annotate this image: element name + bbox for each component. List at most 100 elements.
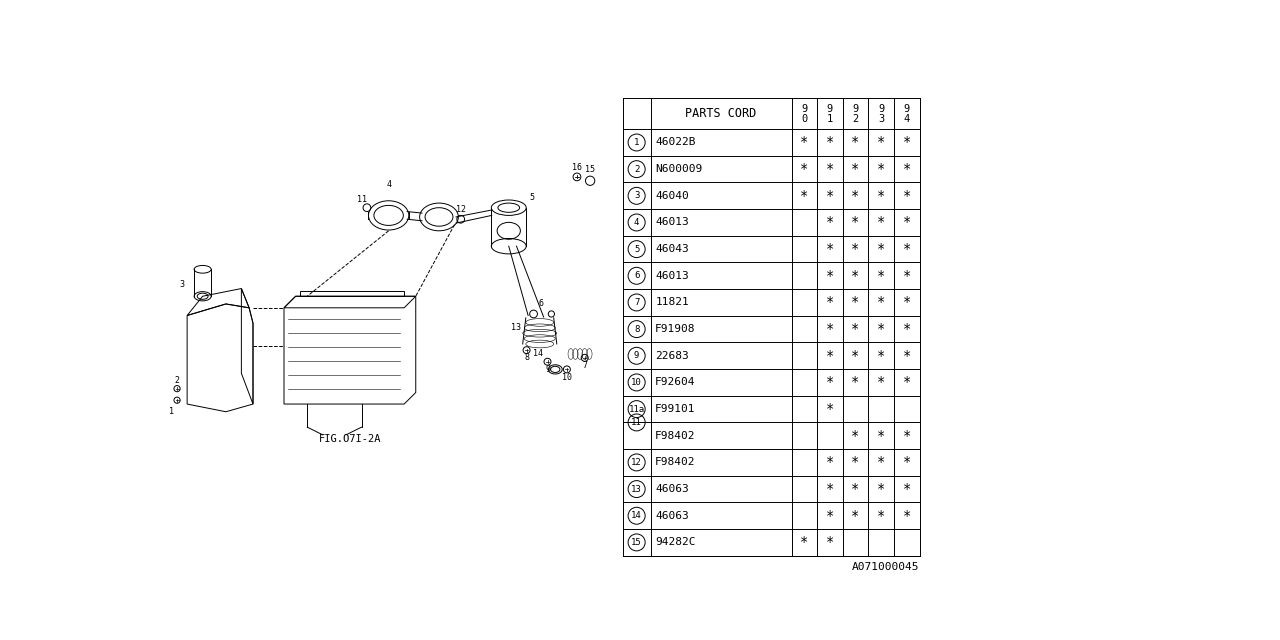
- Text: *: *: [851, 216, 860, 230]
- Text: *: *: [902, 376, 911, 390]
- Text: 4: 4: [634, 218, 639, 227]
- Text: *: *: [877, 296, 886, 310]
- Text: 6: 6: [539, 300, 544, 308]
- Text: *: *: [826, 269, 835, 283]
- Text: *: *: [800, 136, 809, 150]
- Text: 9
0: 9 0: [801, 104, 808, 124]
- Text: *: *: [826, 189, 835, 203]
- Text: *: *: [851, 376, 860, 390]
- Text: *: *: [877, 509, 886, 523]
- Text: *: *: [826, 536, 835, 549]
- Text: 46063: 46063: [655, 511, 689, 521]
- Text: *: *: [851, 429, 860, 443]
- Text: *: *: [851, 269, 860, 283]
- Text: 5: 5: [530, 193, 535, 202]
- Text: *: *: [826, 162, 835, 176]
- Text: *: *: [877, 189, 886, 203]
- Text: F98402: F98402: [655, 458, 696, 467]
- Text: 10: 10: [631, 378, 643, 387]
- Text: 22683: 22683: [655, 351, 689, 361]
- Text: 15: 15: [585, 166, 595, 175]
- Text: 11a: 11a: [628, 404, 645, 413]
- Text: *: *: [800, 536, 809, 549]
- Text: F99101: F99101: [655, 404, 696, 414]
- Text: 2: 2: [634, 164, 639, 173]
- Text: *: *: [800, 189, 809, 203]
- Text: *: *: [902, 509, 911, 523]
- Text: *: *: [826, 376, 835, 390]
- Text: 11: 11: [357, 195, 366, 205]
- Text: *: *: [851, 349, 860, 363]
- Text: *: *: [851, 482, 860, 496]
- Text: 46013: 46013: [655, 218, 689, 227]
- Text: 46013: 46013: [655, 271, 689, 281]
- Text: *: *: [877, 136, 886, 150]
- Text: 14: 14: [534, 349, 543, 358]
- Text: *: *: [902, 162, 911, 176]
- Text: *: *: [851, 322, 860, 336]
- Text: *: *: [800, 162, 809, 176]
- Text: 9: 9: [634, 351, 639, 360]
- Text: *: *: [851, 136, 860, 150]
- Text: 1: 1: [634, 138, 639, 147]
- Text: 46022B: 46022B: [655, 138, 696, 147]
- Text: *: *: [851, 509, 860, 523]
- Text: 94282C: 94282C: [655, 538, 696, 547]
- Text: F91908: F91908: [655, 324, 696, 334]
- Text: F92604: F92604: [655, 378, 696, 387]
- Text: *: *: [902, 322, 911, 336]
- Text: *: *: [902, 189, 911, 203]
- Text: *: *: [902, 216, 911, 230]
- Text: *: *: [851, 456, 860, 469]
- Text: *: *: [826, 509, 835, 523]
- Text: *: *: [902, 482, 911, 496]
- Text: *: *: [851, 242, 860, 256]
- Text: 6: 6: [634, 271, 639, 280]
- Text: *: *: [851, 162, 860, 176]
- Text: 9
4: 9 4: [904, 104, 910, 124]
- Text: *: *: [902, 136, 911, 150]
- Text: 46043: 46043: [655, 244, 689, 254]
- Text: 11: 11: [631, 418, 643, 427]
- Text: 11821: 11821: [655, 298, 689, 307]
- Text: 8: 8: [634, 324, 639, 333]
- Text: 7: 7: [582, 361, 588, 370]
- Text: *: *: [877, 162, 886, 176]
- Text: *: *: [877, 242, 886, 256]
- Text: 1: 1: [169, 407, 174, 416]
- Text: 13: 13: [512, 323, 521, 332]
- Text: *: *: [826, 456, 835, 469]
- Text: *: *: [826, 216, 835, 230]
- Text: *: *: [877, 376, 886, 390]
- Text: 14: 14: [631, 511, 643, 520]
- Text: 9
3: 9 3: [878, 104, 884, 124]
- Text: 9: 9: [545, 365, 550, 374]
- Text: *: *: [902, 456, 911, 469]
- Text: 8: 8: [524, 353, 529, 362]
- Text: 46040: 46040: [655, 191, 689, 201]
- Text: 2: 2: [174, 376, 179, 385]
- Text: *: *: [826, 296, 835, 310]
- Text: *: *: [902, 242, 911, 256]
- Text: F98402: F98402: [655, 431, 696, 441]
- Text: *: *: [851, 296, 860, 310]
- Text: *: *: [826, 482, 835, 496]
- Text: *: *: [877, 429, 886, 443]
- Text: 12: 12: [456, 205, 466, 214]
- Text: 3: 3: [179, 280, 184, 289]
- Text: *: *: [902, 269, 911, 283]
- Text: 5: 5: [634, 244, 639, 253]
- Text: N600009: N600009: [655, 164, 703, 174]
- Text: 15: 15: [631, 538, 643, 547]
- Text: *: *: [877, 322, 886, 336]
- Text: 7: 7: [634, 298, 639, 307]
- Text: 12: 12: [631, 458, 643, 467]
- Text: 9
2: 9 2: [852, 104, 859, 124]
- Text: *: *: [877, 349, 886, 363]
- Text: 13: 13: [631, 484, 643, 493]
- Text: 9
1: 9 1: [827, 104, 833, 124]
- Text: *: *: [877, 216, 886, 230]
- Text: A071000045: A071000045: [852, 562, 919, 572]
- Text: *: *: [826, 322, 835, 336]
- Text: 3: 3: [634, 191, 639, 200]
